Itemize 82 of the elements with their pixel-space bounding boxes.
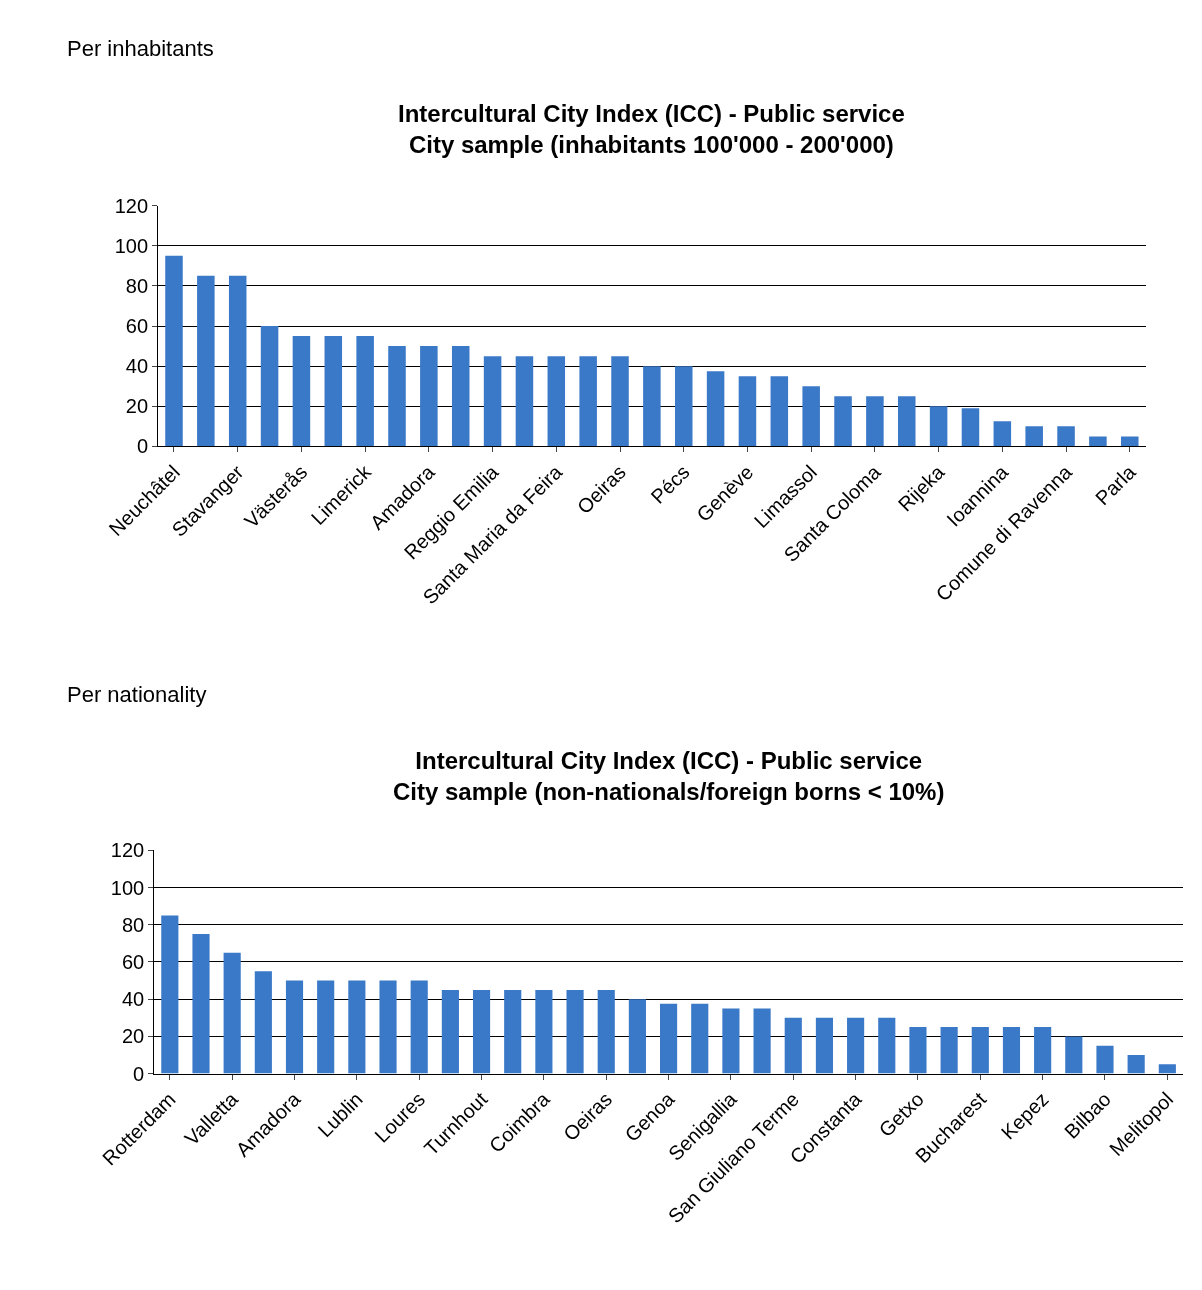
bar	[834, 396, 852, 447]
bar	[535, 989, 553, 1074]
bar	[847, 1017, 865, 1074]
bar	[929, 406, 948, 447]
bar	[802, 386, 820, 447]
bar	[628, 999, 646, 1074]
bar	[1089, 436, 1107, 447]
bar	[483, 356, 502, 447]
bar	[410, 980, 428, 1074]
bar	[815, 1017, 834, 1074]
y-tick-label: 60	[125, 315, 149, 338]
bar	[897, 396, 916, 447]
bar	[1002, 1027, 1021, 1074]
bar	[753, 1008, 771, 1074]
bar	[348, 980, 366, 1074]
bar	[292, 336, 311, 447]
bar	[379, 980, 397, 1074]
bar	[165, 255, 183, 447]
bar	[324, 336, 343, 447]
text: Per inhabitants	[67, 36, 214, 61]
bar	[260, 326, 279, 447]
bar	[770, 376, 789, 447]
bar	[691, 1003, 709, 1074]
bar	[504, 989, 522, 1074]
y-tick-label: 80	[121, 913, 145, 936]
bar	[1065, 1036, 1083, 1074]
bar	[971, 1027, 989, 1074]
bar	[1057, 426, 1075, 447]
y-tick-label: 60	[121, 951, 145, 973]
bar	[472, 989, 491, 1074]
y-tick-label: 120	[110, 839, 145, 862]
bar	[579, 356, 597, 447]
chart-title: Intercultural City Index (ICC) - Public service City sample (inhabitants 100'000 - 200'000)	[398, 100, 905, 159]
bar	[738, 376, 757, 447]
y-tick-label: 80	[125, 274, 149, 297]
bar	[515, 356, 534, 447]
y-tick-label: 0	[133, 1062, 145, 1085]
chart-title: Intercultural City Index (ICC) - Public service City sample (non-nationals/foreign borns < 10%)	[393, 747, 945, 806]
y-tick-label: 40	[121, 988, 145, 1011]
bar	[706, 371, 725, 447]
bar	[1025, 426, 1043, 447]
bar	[451, 346, 470, 447]
y-tick-label: 20	[125, 395, 149, 418]
bar	[1158, 1064, 1176, 1074]
y-tick-label: 20	[121, 1025, 145, 1048]
bar	[643, 366, 661, 447]
bar	[388, 346, 406, 447]
bar	[784, 1017, 802, 1074]
bar	[878, 1017, 896, 1074]
bar	[1034, 1027, 1052, 1074]
bar	[940, 1027, 958, 1074]
bar	[566, 989, 584, 1074]
bar	[909, 1027, 927, 1074]
bar	[356, 336, 374, 447]
bar	[597, 989, 615, 1074]
y-tick-label: 120	[114, 194, 149, 217]
bar	[660, 1003, 678, 1074]
bar	[223, 952, 241, 1074]
bar	[420, 346, 438, 447]
bar	[317, 980, 335, 1074]
bar	[866, 396, 884, 447]
bar	[197, 275, 215, 447]
bar	[285, 980, 304, 1074]
text: Per nationality	[67, 682, 207, 707]
bar	[1121, 436, 1139, 447]
y-tick-label: 100	[110, 876, 145, 899]
bar	[1127, 1054, 1145, 1074]
bar	[993, 421, 1012, 447]
bar	[441, 989, 459, 1074]
y-tick-label: 40	[125, 355, 149, 378]
bar	[547, 356, 566, 447]
bar	[254, 971, 272, 1074]
bar	[192, 934, 210, 1074]
bar	[674, 366, 693, 447]
y-tick-label: 100	[114, 234, 149, 257]
bar	[1096, 1045, 1114, 1074]
bar	[228, 275, 247, 447]
y-tick-label: 0	[136, 435, 149, 458]
bar	[161, 915, 179, 1074]
bar	[611, 356, 629, 447]
bar	[722, 1008, 740, 1074]
bar	[961, 408, 980, 447]
